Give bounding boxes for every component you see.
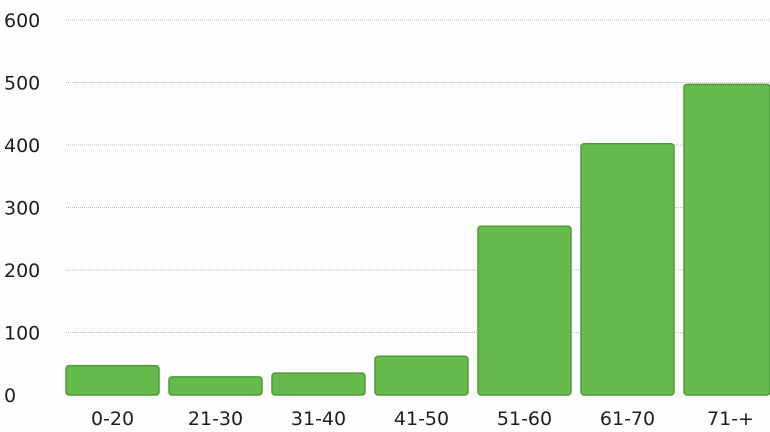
x-tick-label: 31-40 — [291, 408, 346, 430]
bar-41-50 — [374, 355, 469, 396]
x-tick-label: 41-50 — [394, 408, 449, 430]
y-tick-label: 300 — [4, 198, 40, 220]
y-tick-label: 100 — [4, 323, 40, 345]
bar-61-70 — [580, 143, 675, 396]
bar-71-+ — [683, 83, 770, 396]
bar-0-20 — [65, 364, 160, 396]
bar-31-40 — [271, 372, 366, 396]
x-tick-label: 71-+ — [707, 408, 754, 430]
bars — [65, 83, 770, 396]
y-tick-label: 500 — [4, 73, 40, 95]
y-axis-tick-labels: 0 100 200 300 400 500 600 — [4, 10, 40, 407]
bar-51-60 — [477, 225, 572, 396]
x-tick-label: 0-20 — [91, 408, 134, 430]
bar-21-30 — [168, 376, 263, 396]
y-tick-label: 0 — [4, 385, 16, 407]
y-tick-label: 600 — [4, 10, 40, 32]
x-tick-label: 51-60 — [497, 408, 552, 430]
y-tick-label: 200 — [4, 260, 40, 282]
x-tick-label: 21-30 — [188, 408, 243, 430]
x-axis-tick-labels: 0-20 21-30 31-40 41-50 51-60 61-70 71-+ — [91, 408, 754, 430]
x-tick-label: 61-70 — [600, 408, 655, 430]
y-tick-label: 400 — [4, 135, 40, 157]
